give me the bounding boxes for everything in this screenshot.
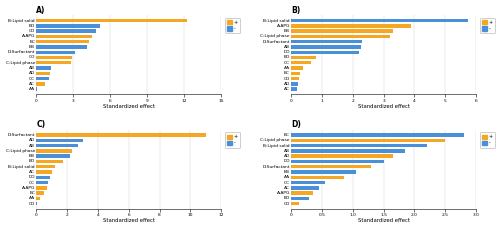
Bar bbox=[36, 181, 48, 184]
Text: D): D) bbox=[292, 120, 301, 129]
Bar bbox=[36, 197, 40, 200]
Bar bbox=[292, 24, 412, 28]
Bar bbox=[292, 144, 426, 147]
Bar bbox=[292, 66, 303, 70]
Bar bbox=[36, 40, 90, 44]
Bar bbox=[36, 87, 37, 91]
Bar bbox=[36, 45, 87, 49]
Legend: +, -: +, - bbox=[226, 132, 239, 148]
X-axis label: Standardized effect: Standardized effect bbox=[103, 104, 155, 109]
Bar bbox=[292, 186, 319, 190]
Bar bbox=[292, 61, 312, 65]
Bar bbox=[292, 30, 393, 33]
Bar bbox=[36, 186, 47, 190]
Legend: +, -: +, - bbox=[226, 18, 239, 33]
Bar bbox=[36, 149, 72, 153]
Bar bbox=[36, 35, 92, 38]
Bar bbox=[292, 45, 360, 49]
Bar bbox=[292, 197, 308, 200]
Bar bbox=[36, 30, 96, 33]
Bar bbox=[292, 149, 405, 153]
Bar bbox=[36, 82, 45, 85]
Bar bbox=[292, 160, 384, 163]
Bar bbox=[292, 191, 313, 195]
Bar bbox=[36, 155, 70, 158]
Bar bbox=[36, 191, 44, 195]
Bar bbox=[36, 202, 37, 205]
Bar bbox=[36, 139, 82, 142]
X-axis label: Standardized effect: Standardized effect bbox=[358, 218, 410, 224]
Bar bbox=[292, 87, 298, 91]
Bar bbox=[36, 160, 62, 163]
Bar bbox=[292, 202, 300, 205]
Text: C): C) bbox=[36, 120, 46, 129]
Text: B): B) bbox=[292, 5, 300, 15]
Bar bbox=[36, 134, 205, 137]
Bar bbox=[36, 170, 52, 174]
Legend: +, -: +, - bbox=[480, 132, 494, 148]
Bar bbox=[292, 134, 464, 137]
Bar bbox=[36, 176, 50, 179]
Bar bbox=[36, 77, 49, 80]
Bar bbox=[292, 170, 356, 174]
Legend: +, -: +, - bbox=[480, 18, 494, 33]
Bar bbox=[292, 40, 362, 44]
Bar bbox=[36, 56, 72, 59]
Bar bbox=[292, 82, 298, 85]
Bar bbox=[292, 72, 300, 75]
Bar bbox=[36, 144, 78, 147]
Bar bbox=[292, 77, 299, 80]
Bar bbox=[292, 155, 393, 158]
Bar bbox=[292, 56, 316, 59]
Bar bbox=[292, 165, 372, 169]
Bar bbox=[292, 176, 344, 179]
Bar bbox=[36, 165, 55, 169]
Bar bbox=[292, 181, 325, 184]
Bar bbox=[36, 61, 71, 65]
Text: A): A) bbox=[36, 5, 46, 15]
X-axis label: Standardized effect: Standardized effect bbox=[358, 104, 410, 109]
Bar bbox=[36, 19, 186, 22]
Bar bbox=[36, 66, 51, 70]
Bar bbox=[292, 35, 390, 38]
Bar bbox=[36, 72, 50, 75]
Bar bbox=[292, 19, 468, 22]
Bar bbox=[36, 24, 100, 28]
Bar bbox=[36, 51, 74, 54]
X-axis label: Standardized effect: Standardized effect bbox=[103, 218, 155, 224]
Bar bbox=[292, 51, 359, 54]
Bar bbox=[292, 139, 445, 142]
